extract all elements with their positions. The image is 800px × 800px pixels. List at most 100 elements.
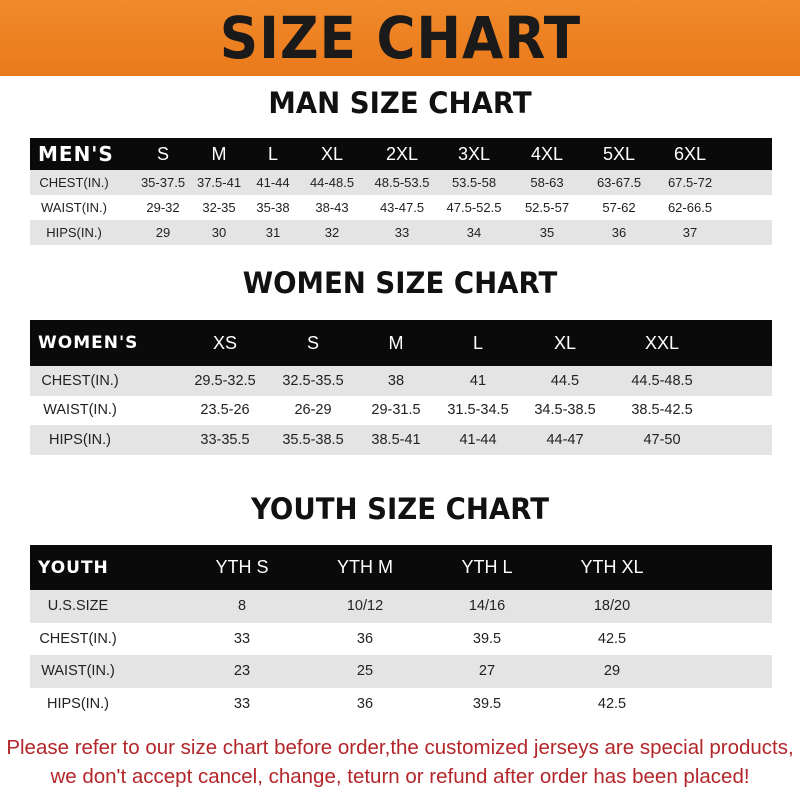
row-label: WAIST(IN.) <box>43 402 117 419</box>
table-cell: 38.5-41 <box>371 431 421 448</box>
table-cell: 29 <box>603 663 621 680</box>
size-column-header: S <box>306 332 320 353</box>
table-cell: 38 <box>387 372 405 389</box>
row-label: CHEST(IN.) <box>41 372 119 389</box>
table-cell: 29-32 <box>146 200 180 215</box>
table-header-row: MEN'S S M L XL 2XL 3XL 4XL 5XL 6XL <box>30 138 772 170</box>
table-cell: 43-47.5 <box>379 200 425 215</box>
size-column-header: YTH M <box>337 557 393 577</box>
women-section-title: WOMEN SIZE CHART <box>242 266 558 300</box>
size-column-header: YTH XL <box>580 557 644 577</box>
youth-section-title: YOUTH SIZE CHART <box>250 492 550 526</box>
table-cell: 35-38 <box>256 200 290 215</box>
table-cell: 32 <box>324 225 340 240</box>
table-cell: 32.5-35.5 <box>282 372 344 389</box>
header-label: WOMEN'S <box>38 333 139 353</box>
table-cell: 41-44 <box>459 431 497 448</box>
size-column-header: 3XL <box>457 143 491 164</box>
table-cell: 36 <box>356 630 374 647</box>
table-row: WAIST(IN.) 23.5-26 26-29 29-31.5 31.5-34.5 34… <box>30 396 772 426</box>
table-cell: 26-29 <box>294 402 332 419</box>
table-cell: 39.5 <box>472 695 502 712</box>
size-column-header: L <box>267 143 279 164</box>
table-cell: 31.5-34.5 <box>447 402 509 419</box>
youth-size-table: YOUTH YTH S YTH M YTH L YTH XL U.S.SIZE 8 10/12… <box>30 545 772 720</box>
table-row: CHEST(IN.) 29.5-32.5 32.5-35.5 38 41 44.5 44.5… <box>30 366 772 396</box>
row-label: HIPS(IN.) <box>48 431 112 448</box>
table-cell: 31 <box>265 225 281 240</box>
table-cell: 36 <box>611 225 627 240</box>
size-column-header: 6XL <box>673 143 707 164</box>
row-label: CHEST(IN.) <box>39 630 117 647</box>
table-cell: 27 <box>478 663 496 680</box>
table-cell: 35-37.5 <box>140 175 186 190</box>
size-column-header: M <box>388 332 404 353</box>
table-cell: 63-67.5 <box>596 175 642 190</box>
table-cell: 14/16 <box>468 598 506 615</box>
table-cell: 42.5 <box>597 630 627 647</box>
table-cell: 29 <box>155 225 171 240</box>
table-row: CHEST(IN.) 35-37.5 37.5-41 41-44 44-48.5 48.5… <box>30 170 772 195</box>
table-cell: 34.5-38.5 <box>534 402 596 419</box>
size-column-header: YTH L <box>461 557 513 577</box>
size-column-header: XL <box>320 143 344 164</box>
table-cell: 8 <box>237 598 247 615</box>
notice-line-2: we don't accept cancel, change, teturn o… <box>50 765 750 788</box>
table-row: CHEST(IN.) 33 36 39.5 42.5 <box>30 623 772 656</box>
table-cell: 36 <box>356 695 374 712</box>
table-cell: 30 <box>211 225 227 240</box>
size-column-header: YTH S <box>215 557 269 577</box>
table-cell: 41-44 <box>256 175 290 190</box>
size-column-header: 5XL <box>602 143 636 164</box>
row-label: CHEST(IN.) <box>39 175 109 190</box>
header-label: YOUTH <box>38 557 109 578</box>
table-cell: 57-62 <box>602 200 636 215</box>
table-cell: 62-66.5 <box>667 200 713 215</box>
table-cell: 47-50 <box>643 431 681 448</box>
size-column-header: XXL <box>644 332 680 353</box>
table-cell: 35 <box>539 225 555 240</box>
table-header-row: WOMEN'S XS S M L XL XXL <box>30 320 772 366</box>
table-cell: 33 <box>394 225 410 240</box>
table-cell: 35.5-38.5 <box>282 431 344 448</box>
table-row: WAIST(IN.) 23 25 27 29 <box>30 655 772 688</box>
table-cell: 29.5-32.5 <box>194 372 256 389</box>
table-cell: 52.5-57 <box>524 200 570 215</box>
table-row: WAIST(IN.) 29-32 32-35 35-38 38-43 43-47.5 47.… <box>30 195 772 220</box>
table-cell: 37 <box>682 225 698 240</box>
size-column-header: XS <box>212 332 238 353</box>
table-cell: 32-35 <box>202 200 236 215</box>
row-label: HIPS(IN.) <box>46 695 110 712</box>
table-cell: 38-43 <box>315 200 349 215</box>
table-header-row: YOUTH YTH S YTH M YTH L YTH XL <box>30 545 772 590</box>
size-column-header: XL <box>553 332 577 353</box>
row-label: WAIST(IN.) <box>41 663 115 680</box>
row-label: HIPS(IN.) <box>46 225 102 240</box>
table-cell: 44-47 <box>546 431 584 448</box>
banner-title: SIZE CHART <box>219 4 581 72</box>
table-cell: 33-35.5 <box>200 431 250 448</box>
table-cell: 53.5-58 <box>451 175 497 190</box>
size-column-header: S <box>156 143 170 164</box>
table-cell: 18/20 <box>593 598 631 615</box>
women-size-table: WOMEN'S XS S M L XL XXL CHEST(IN.) 29.5-32.5 32.5… <box>30 320 772 455</box>
size-column-header: M <box>211 143 227 164</box>
size-column-header: 2XL <box>385 143 419 164</box>
table-cell: 44.5 <box>550 372 580 389</box>
table-cell: 47.5-52.5 <box>446 200 502 215</box>
table-cell: 37.5-41 <box>196 175 242 190</box>
table-row: HIPS(IN.) 33 36 39.5 42.5 <box>30 688 772 721</box>
table-cell: 44.5-48.5 <box>631 372 693 389</box>
table-cell: 33 <box>233 695 251 712</box>
table-row: U.S.SIZE 8 10/12 14/16 18/20 <box>30 590 772 623</box>
banner: SIZE CHART <box>0 0 800 76</box>
table-cell: 39.5 <box>472 630 502 647</box>
table-cell: 44-48.5 <box>309 175 355 190</box>
header-label: MEN'S <box>38 142 114 166</box>
table-row: HIPS(IN.) 29 30 31 32 33 34 35 36 37 <box>30 220 772 245</box>
size-column-header: 4XL <box>530 143 564 164</box>
table-cell: 58-63 <box>530 175 564 190</box>
table-cell: 23.5-26 <box>200 402 250 419</box>
notice-text: Please refer to our size chart before or… <box>0 733 800 791</box>
table-cell: 10/12 <box>346 598 384 615</box>
